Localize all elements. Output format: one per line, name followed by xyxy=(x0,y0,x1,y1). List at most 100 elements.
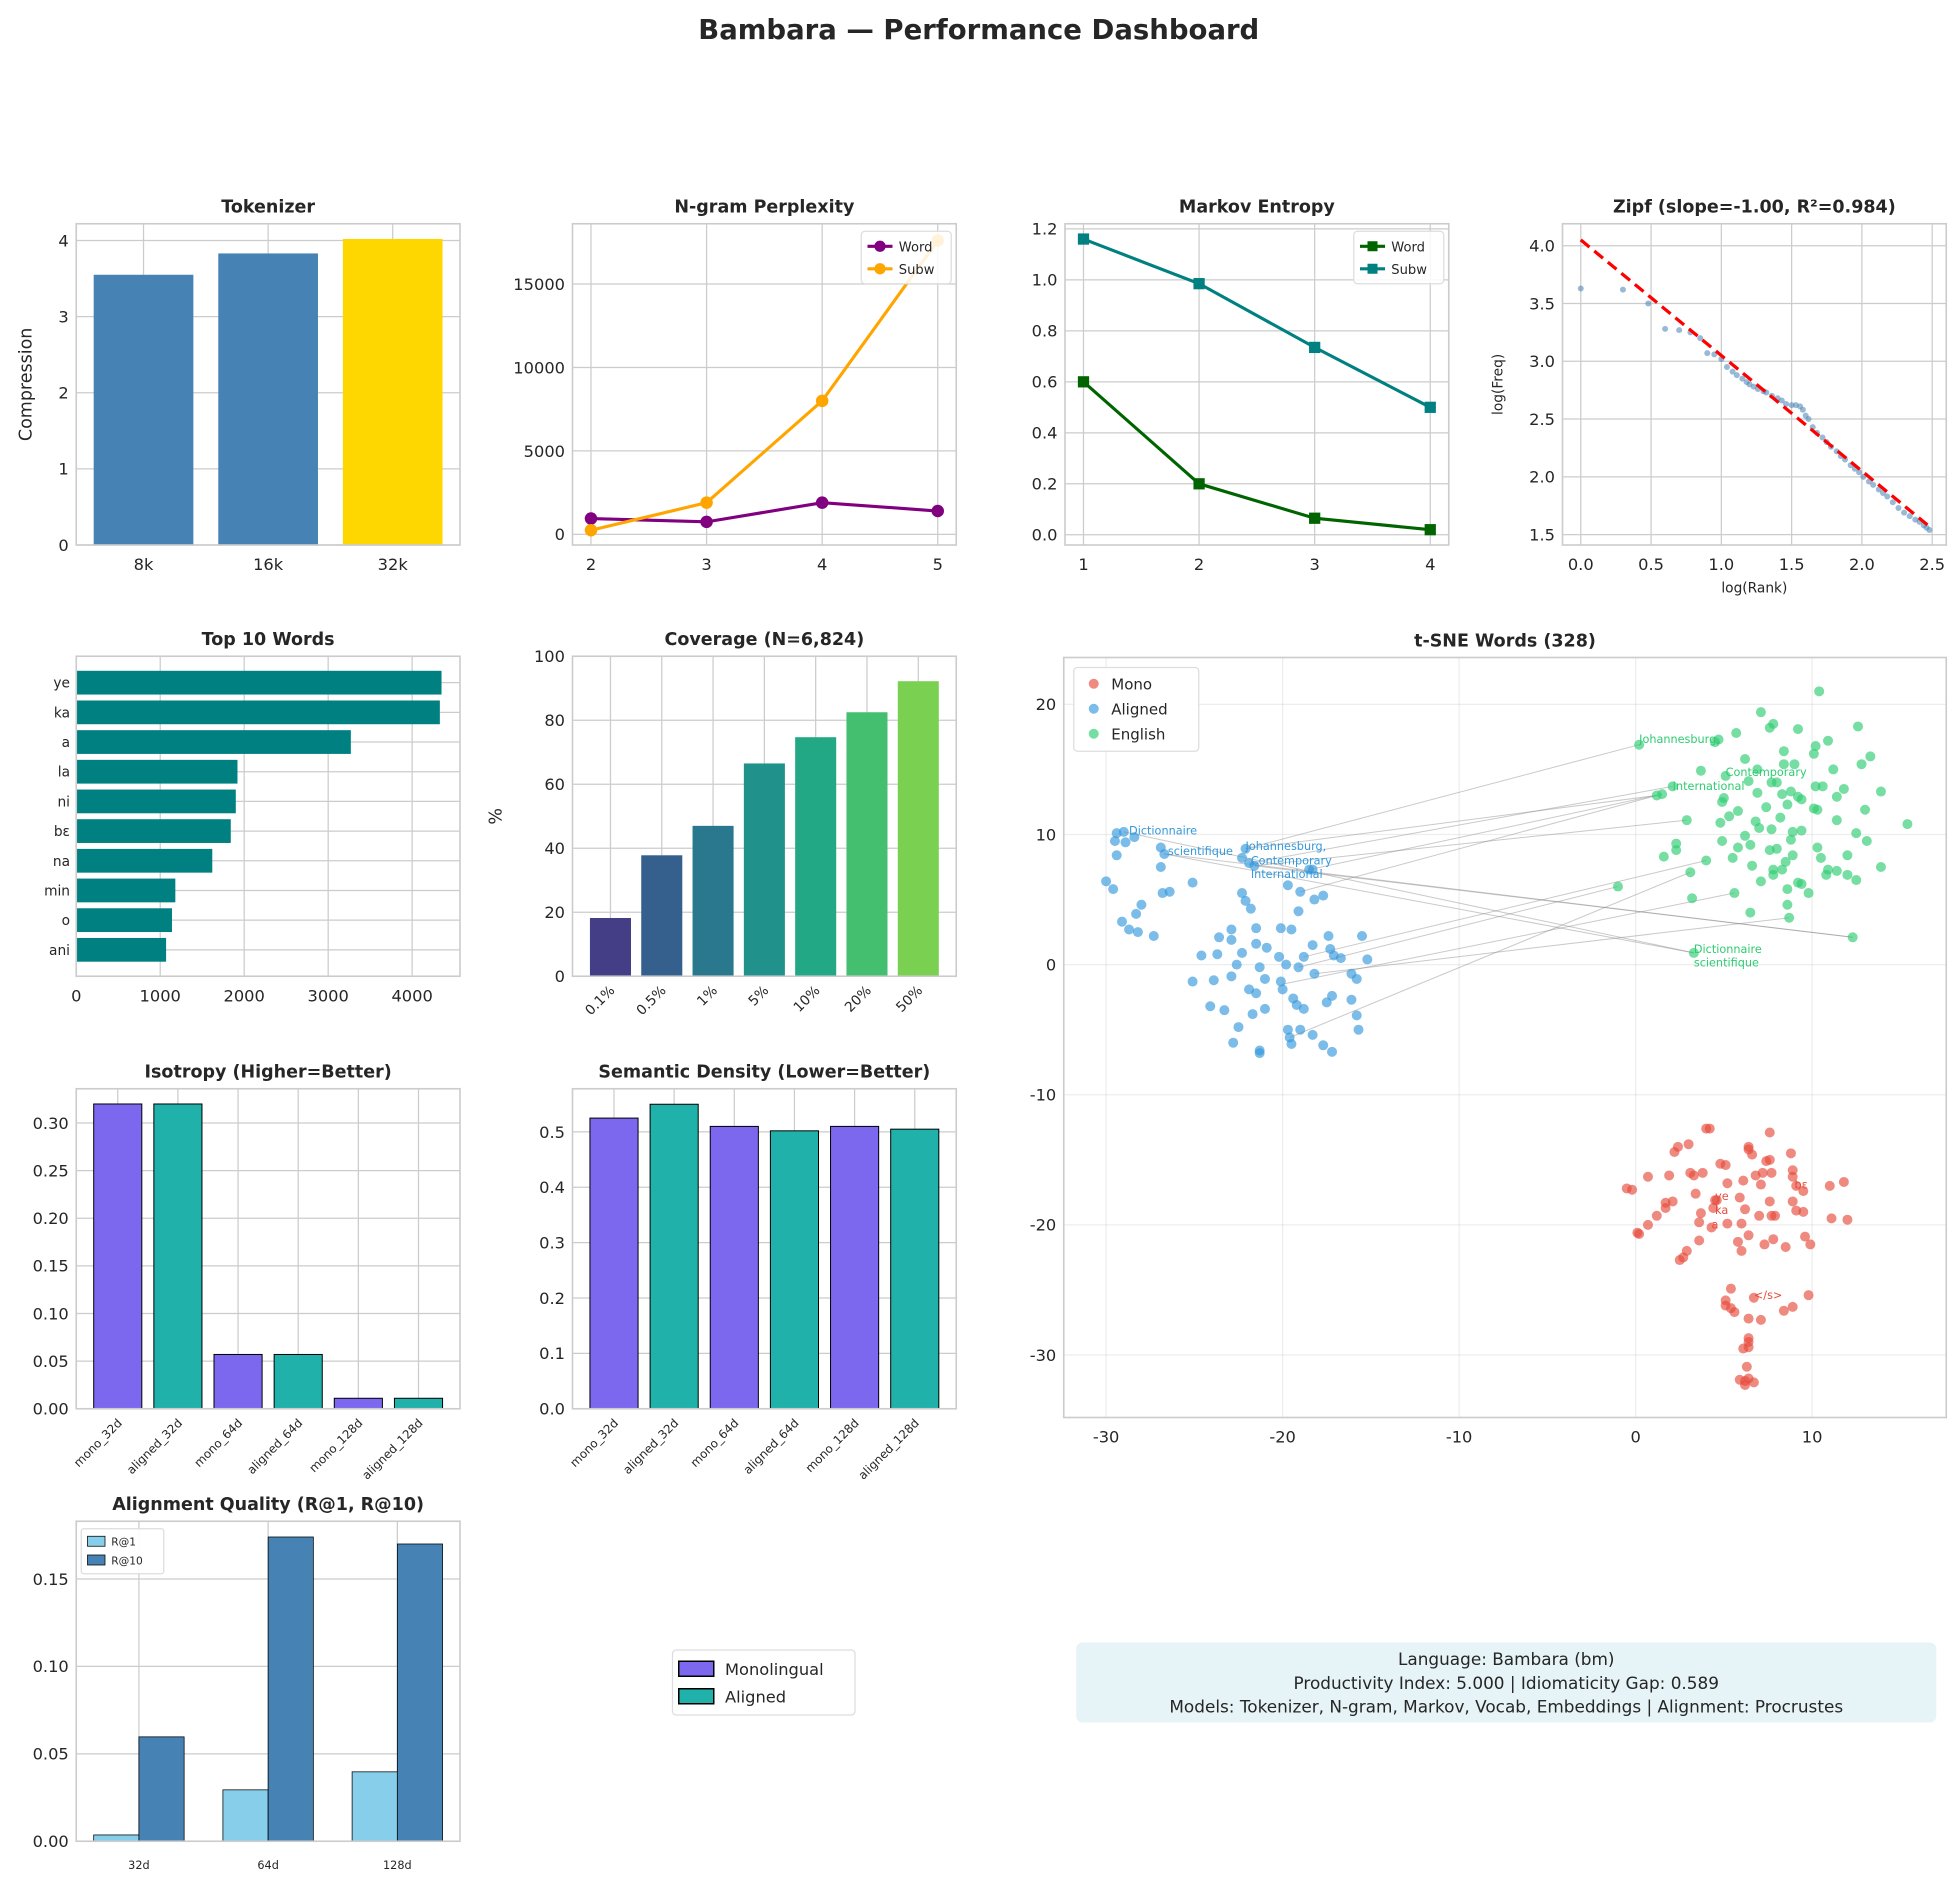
data-point xyxy=(1577,285,1584,292)
data-point xyxy=(1815,852,1826,863)
data-point xyxy=(1159,849,1170,860)
data-point xyxy=(1743,1230,1754,1241)
data-point xyxy=(1817,781,1828,792)
data-point xyxy=(1741,1361,1752,1372)
y-tick-label: ni xyxy=(57,794,70,810)
point-label: scientifique xyxy=(1168,845,1233,858)
data-point xyxy=(1808,803,1819,814)
data-point xyxy=(1212,949,1223,960)
data-point xyxy=(1282,1024,1293,1035)
data-point xyxy=(1286,924,1297,935)
y-tick-label: ani xyxy=(49,943,70,959)
legend-marker xyxy=(1088,728,1099,739)
chart-title: Isotropy (Higher=Better) xyxy=(145,1063,392,1083)
y-tick-label: 0.2 xyxy=(1032,475,1058,494)
bar-0.5% xyxy=(641,855,683,977)
data-point xyxy=(1237,947,1248,958)
chart-legend: R@1 R@10 xyxy=(80,1528,165,1575)
data-point xyxy=(1729,888,1740,899)
data-point xyxy=(1307,1029,1318,1040)
bar-mono_128d xyxy=(830,1125,880,1410)
data-point xyxy=(1856,759,1867,770)
data-point xyxy=(1277,984,1288,995)
data-point xyxy=(1357,930,1368,941)
bar-ani xyxy=(76,937,167,962)
data-point xyxy=(1810,740,1821,751)
data-point xyxy=(1351,973,1362,984)
data-point xyxy=(1842,850,1853,861)
data-point xyxy=(1193,478,1205,490)
marks xyxy=(589,681,939,977)
axes-frame xyxy=(571,655,958,978)
data-point xyxy=(1187,877,1198,888)
data-point xyxy=(1798,1206,1809,1217)
data-point xyxy=(1875,862,1886,873)
data-point xyxy=(1295,1024,1306,1035)
data-point xyxy=(1226,934,1237,945)
point-label: scientifique xyxy=(1694,957,1759,970)
data-point xyxy=(1796,794,1807,805)
point-label: a xyxy=(1712,1219,1719,1232)
y-tick-label: 100 xyxy=(534,647,565,666)
bar-64d xyxy=(267,1536,314,1842)
data-point xyxy=(1249,860,1260,871)
data-point xyxy=(1108,884,1119,895)
bar-128d xyxy=(351,1771,398,1842)
legend-marker xyxy=(1367,263,1378,274)
x-tick-label: 1 xyxy=(1078,555,1088,574)
semantic-density-chart: Semantic Density (Lower=Better) 0.0 0.1 0.2… xyxy=(539,1063,958,1482)
bar-aligned_64d xyxy=(273,1353,323,1410)
x-tick-label: 8k xyxy=(134,555,154,574)
data-point xyxy=(1788,402,1795,409)
data-point xyxy=(1755,1314,1766,1325)
data-point xyxy=(1732,1236,1743,1247)
x-tick-label: 1000 xyxy=(140,986,181,1005)
data-point xyxy=(1187,976,1198,987)
y-tick-label: 0.6 xyxy=(1032,373,1058,392)
bar-64d xyxy=(222,1789,269,1842)
legend-label: Subw xyxy=(899,263,935,278)
data-point xyxy=(1711,1195,1722,1206)
data-point xyxy=(1733,372,1740,379)
data-point xyxy=(1764,1127,1775,1138)
data-point xyxy=(1662,325,1669,332)
legend-label: Word xyxy=(899,240,933,255)
y-tick-label: 0.15 xyxy=(33,1570,69,1589)
data-point xyxy=(1111,850,1122,861)
legend-swatch-monolingual xyxy=(677,1660,715,1677)
chart-title: Tokenizer xyxy=(221,198,315,218)
chart-title: Semantic Density (Lower=Better) xyxy=(598,1063,930,1083)
alignment-quality-chart: Alignment Quality (R@1, R@10) 0.00 0.05 0.1… xyxy=(33,1495,461,1872)
bar-32d xyxy=(138,1736,185,1842)
chart-title: Top 10 Words xyxy=(202,630,335,650)
data-point xyxy=(1865,751,1876,762)
y-tick-label: 0.8 xyxy=(1032,322,1058,341)
y-tick-label: 80 xyxy=(544,711,565,730)
bar-10% xyxy=(795,737,837,977)
info-box-background xyxy=(1076,1642,1937,1723)
x-tick-label: 16k xyxy=(253,555,284,574)
data-point xyxy=(1853,721,1863,732)
series-line xyxy=(590,239,940,532)
bar-la xyxy=(76,759,238,784)
data-point xyxy=(1745,907,1756,918)
x-tick-label: -10 xyxy=(1446,1428,1473,1447)
data-point xyxy=(1362,954,1373,965)
legend-label: Monolingual xyxy=(725,1660,824,1679)
axes-frame xyxy=(571,222,958,546)
bar-aligned_32d xyxy=(649,1103,699,1410)
data-point xyxy=(1798,1186,1809,1197)
data-point xyxy=(1901,509,1908,516)
data-point xyxy=(1791,1180,1802,1191)
info-line: Models: Tokenizer, N-gram, Markov, Vocab… xyxy=(1169,1697,1843,1717)
data-point xyxy=(1688,947,1699,958)
data-point xyxy=(1335,953,1346,964)
data-point xyxy=(1695,1208,1706,1219)
data-point xyxy=(1226,924,1237,935)
x-tick-label: 3 xyxy=(701,555,711,574)
data-point xyxy=(1634,1229,1645,1240)
y-axis-label: % xyxy=(486,808,506,825)
data-point xyxy=(1346,994,1357,1005)
data-point xyxy=(1619,286,1626,293)
data-point xyxy=(1738,1175,1749,1186)
